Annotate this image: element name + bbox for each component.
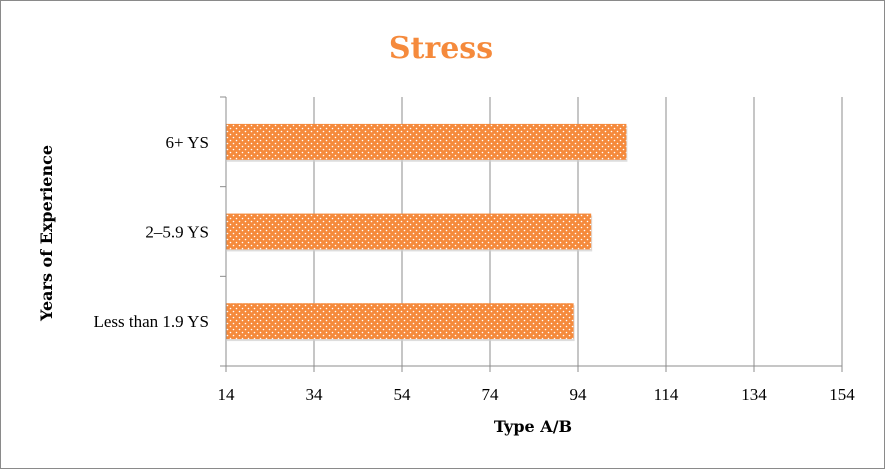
x-tick-label: 114 [654,385,679,404]
y-tick-label: 2–5.9 YS [145,223,209,242]
y-tick-label: Less than 1.9 YS [93,312,209,331]
bar [226,123,627,160]
y-tick-label: 6+ YS [166,133,209,152]
bar [226,213,592,250]
x-tick-label: 134 [741,385,767,404]
x-tick-label: 94 [570,385,588,404]
x-tick-label: 154 [829,385,855,404]
x-tick-label: 74 [482,385,500,404]
x-tick-label: 14 [218,385,236,404]
x-tick-label: 34 [306,385,324,404]
bar-layer [226,123,628,342]
x-axis-title: Type A/B [494,417,572,436]
bar [226,303,574,340]
x-tick-label: 54 [394,385,412,404]
chart-title: Stress [389,31,493,66]
y-axis-title: Years of Experience [37,145,56,322]
axis-layer: 14 34 54 74 94 114 134 154 Less than 1.9 YS 2–5.9… [93,96,855,404]
